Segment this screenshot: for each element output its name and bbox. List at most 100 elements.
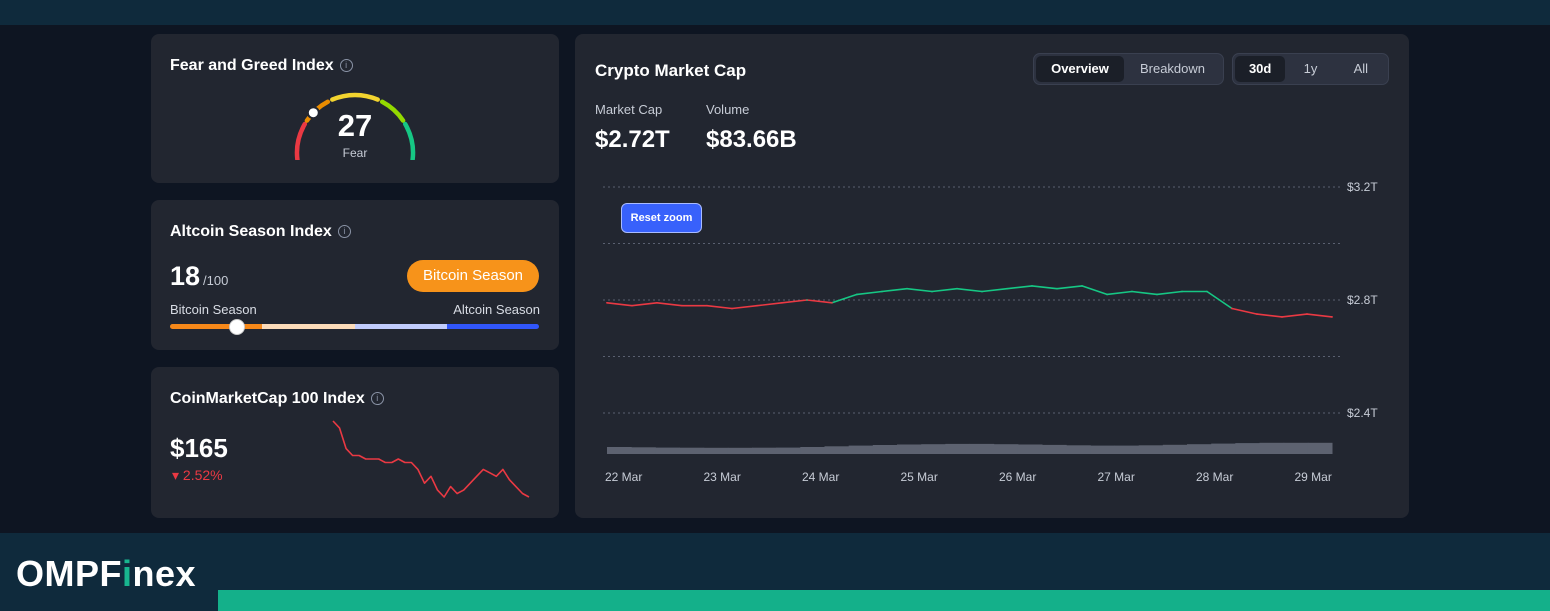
volume-bar: [921, 444, 946, 454]
series-segment: [706, 304, 733, 310]
volume-label: Volume: [706, 102, 750, 117]
volume-bar: [1259, 442, 1285, 454]
x-tick-label: 26 Mar: [999, 470, 1036, 484]
volume-bar: [703, 447, 729, 454]
series-segment: [806, 299, 833, 304]
volume-bar: [607, 447, 632, 454]
scale-indicator-knob[interactable]: [229, 319, 246, 335]
series-segment: [906, 287, 933, 293]
data-point: [1256, 313, 1258, 315]
data-point: [1131, 290, 1133, 293]
volume-bar: [1090, 445, 1115, 454]
data-point: [781, 302, 783, 304]
y-tick-label: $2.4T: [1347, 406, 1378, 420]
tab-breakdown[interactable]: Breakdown: [1139, 61, 1206, 76]
series-segment: [856, 290, 883, 296]
series-segment: [831, 293, 858, 304]
data-point: [731, 307, 733, 310]
data-point: [1156, 293, 1158, 296]
brand-logo: OMPFinex: [16, 553, 196, 595]
fear-greed-title-text: Fear and Greed Index: [170, 57, 334, 74]
series-segment: [1031, 285, 1058, 290]
data-point: [656, 302, 658, 304]
market-cap-chart[interactable]: $3.2T $2.8T $2.4T 22 Mar 23 Mar 24 Mar 25 Mar 2…: [575, 34, 1409, 518]
tab-1y[interactable]: 1y: [1303, 61, 1318, 76]
data-point: [1056, 287, 1058, 290]
brand-highlight: i: [122, 553, 133, 594]
volume-bar: [945, 443, 970, 454]
gauge-indicator-knob: [306, 106, 320, 120]
tab-30d[interactable]: 30d: [1235, 56, 1286, 82]
altcoin-value-number: 18: [170, 261, 201, 291]
data-point: [1231, 307, 1233, 310]
y-tick-label: $2.8T: [1347, 293, 1378, 307]
info-icon[interactable]: i: [370, 392, 384, 405]
volume-bar: [727, 447, 753, 454]
data-point: [1106, 293, 1108, 296]
series-segment: [731, 304, 758, 310]
tab-overview[interactable]: Overview: [1036, 56, 1124, 82]
fear-greed-value: 27: [337, 108, 373, 143]
info-icon[interactable]: i: [337, 225, 351, 238]
reset-zoom-button[interactable]: Reset zoom: [621, 203, 702, 233]
volume-bar: [1307, 442, 1333, 454]
series-segment: [1306, 313, 1333, 318]
fear-greed-card: Fear and Greed Index i: [151, 34, 559, 183]
data-point: [856, 293, 858, 296]
x-tick-label: 28 Mar: [1196, 470, 1233, 484]
brand-prefix: OMPF: [16, 553, 122, 594]
data-point: [806, 299, 808, 301]
series-segment: [656, 301, 683, 307]
gauge-segment: [379, 99, 406, 123]
volume-bar: [969, 443, 995, 454]
data-point: [931, 290, 933, 293]
market-cap-card: $3.2T $2.8T $2.4T 22 Mar 23 Mar 24 Mar 25 Mar 2…: [575, 34, 1409, 518]
cmc100-sparkline: [332, 420, 530, 498]
cmc100-card: CoinMarketCap 100 Index i $165 ▾ 2.52%: [151, 367, 559, 518]
data-point: [1006, 287, 1008, 290]
info-icon[interactable]: i: [339, 59, 353, 72]
volume-bar: [1187, 444, 1212, 454]
fear-greed-gauge: [294, 92, 416, 160]
data-point: [606, 302, 608, 304]
series-segment: [1231, 307, 1258, 315]
series-segment: [606, 301, 633, 307]
series-segment: [1081, 285, 1108, 296]
data-point: [1281, 316, 1283, 318]
x-tick-label: 29 Mar: [1295, 470, 1332, 484]
series-segment: [1106, 290, 1133, 296]
gauge-segment: [402, 121, 416, 160]
cmc100-change: ▾ 2.52%: [172, 467, 223, 484]
data-point: [881, 290, 883, 293]
altcoin-season-value: 18/100: [170, 261, 228, 292]
cmc100-title: CoinMarketCap 100 Index i: [170, 390, 384, 408]
volume-bar: [1042, 444, 1067, 454]
volume-bar: [752, 447, 777, 454]
altcoin-season-card: Altcoin Season Index i 18/100 Bitcoin Sea…: [151, 200, 559, 350]
volume-bar: [1162, 444, 1188, 454]
tab-all[interactable]: All: [1353, 61, 1369, 76]
x-tick-label: 24 Mar: [802, 470, 839, 484]
series-segment: [781, 299, 808, 304]
volume-bar: [679, 447, 705, 454]
volume-bar: [1235, 443, 1260, 454]
data-point: [756, 304, 758, 307]
data-point: [1331, 316, 1333, 318]
series-segment: [1006, 285, 1033, 290]
altcoin-season-title: Altcoin Season Index i: [170, 223, 351, 241]
series-segment: [1256, 313, 1283, 318]
bottom-accent-bar: [218, 590, 1550, 611]
data-point: [956, 287, 958, 290]
scale-label-bitcoin: Bitcoin Season: [170, 302, 257, 317]
bitcoin-season-badge[interactable]: Bitcoin Season: [407, 260, 539, 292]
series-segment: [1056, 285, 1083, 290]
top-banner: [0, 0, 1550, 25]
cmc100-title-text: CoinMarketCap 100 Index: [170, 390, 365, 407]
market-cap-value: $2.72T: [595, 126, 670, 153]
cmc100-change-text: 2.52%: [182, 467, 223, 483]
volume-bar: [1017, 444, 1043, 454]
sparkline-path: [332, 420, 530, 498]
scale-segment: [354, 324, 447, 329]
series-segment: [956, 287, 983, 293]
market-cap-title: Crypto Market Cap: [595, 61, 747, 80]
